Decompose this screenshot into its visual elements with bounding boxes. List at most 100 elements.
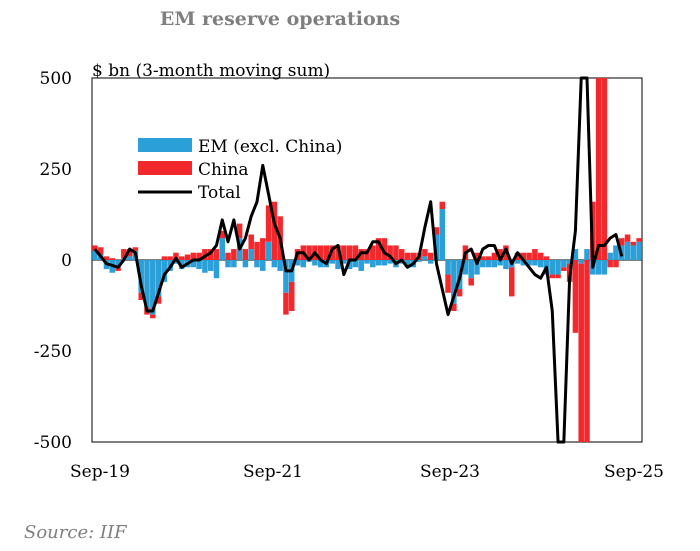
china-bar xyxy=(173,252,179,260)
legend-label: Total xyxy=(198,183,241,203)
em-bar xyxy=(526,260,532,266)
em-bar xyxy=(404,260,411,268)
china-bar xyxy=(346,245,353,260)
china-bar xyxy=(254,241,260,260)
em-bar xyxy=(335,260,341,270)
china-bar xyxy=(364,249,370,260)
em-bar xyxy=(636,241,642,260)
em-bar xyxy=(555,260,561,275)
em-bar xyxy=(422,256,428,260)
china-bar xyxy=(341,245,347,260)
em-bar xyxy=(231,260,237,268)
em-bar xyxy=(370,260,376,268)
em-bar xyxy=(144,260,150,308)
china-bar xyxy=(491,252,498,260)
em-bar xyxy=(352,260,359,268)
em-bar xyxy=(416,260,422,262)
em-bar xyxy=(173,260,179,264)
em-bar xyxy=(271,260,278,268)
em-bar xyxy=(312,260,318,266)
china-bar xyxy=(375,238,382,260)
china-bar xyxy=(439,201,446,210)
china-bar xyxy=(103,256,110,260)
china-bar xyxy=(497,249,503,260)
em-bar xyxy=(115,260,121,268)
china-bar xyxy=(549,274,556,279)
em-bar xyxy=(630,245,637,260)
em-bar xyxy=(514,260,521,264)
china-bar xyxy=(207,249,214,260)
em-bar xyxy=(126,256,133,260)
china-bar xyxy=(445,274,451,293)
china-bar xyxy=(306,245,312,260)
china-bar xyxy=(624,234,631,242)
em-bar xyxy=(485,260,492,268)
x-tick-label: Sep-19 xyxy=(70,462,130,482)
em-bar xyxy=(92,250,98,260)
em-bar xyxy=(207,260,214,271)
em-bar xyxy=(202,260,208,273)
china-bar xyxy=(422,249,428,257)
china-bar xyxy=(451,303,457,311)
em-bar xyxy=(497,260,503,266)
china-bar xyxy=(520,252,527,260)
legend-label: China xyxy=(198,160,248,180)
china-bar xyxy=(196,252,202,260)
em-bar xyxy=(242,260,249,268)
em-bar xyxy=(427,260,434,264)
china-bar xyxy=(456,289,463,297)
china-bar xyxy=(138,292,144,301)
china-bar xyxy=(468,278,474,286)
china-bar xyxy=(317,245,324,260)
china-bar xyxy=(381,238,388,260)
em-bar xyxy=(294,260,301,266)
em-bar xyxy=(445,260,451,275)
china-bar xyxy=(532,249,538,260)
em-bar xyxy=(520,260,527,266)
china-bar xyxy=(236,223,243,239)
em-bar xyxy=(283,260,289,293)
china-bar xyxy=(184,254,191,260)
china-bar xyxy=(607,260,613,268)
china-bar xyxy=(288,281,295,311)
china-bar xyxy=(109,258,116,260)
china-bar xyxy=(231,249,237,260)
china-bar xyxy=(572,260,579,333)
em-bar xyxy=(265,241,272,260)
china-bar xyxy=(219,230,226,239)
em-bar xyxy=(491,260,498,268)
em-bar xyxy=(300,260,307,268)
em-bar xyxy=(537,260,544,268)
china-bar xyxy=(260,238,266,260)
china-bar xyxy=(283,292,289,315)
china-bar xyxy=(115,267,121,271)
em-legend-swatch xyxy=(138,138,192,152)
y-tick-label: -500 xyxy=(34,433,72,453)
em-bar xyxy=(572,249,579,260)
china-bar xyxy=(543,256,550,260)
china-bar xyxy=(213,249,220,260)
china-legend-swatch xyxy=(138,161,192,175)
china-bar xyxy=(92,245,98,251)
china-bar xyxy=(352,245,359,260)
em-bar xyxy=(607,252,613,260)
em-bar xyxy=(150,260,156,315)
em-bar xyxy=(225,260,231,268)
china-bar xyxy=(537,252,544,260)
china-bar xyxy=(271,201,278,260)
em-bar xyxy=(213,260,220,279)
china-bar xyxy=(150,314,156,319)
legend-label: EM (excl. China) xyxy=(198,137,342,157)
axis-layer: 500 250 0 -250 -500 $ bn (3-month moving sum)… xyxy=(34,61,664,482)
source-note: Source: IIF xyxy=(24,522,127,543)
em-bar xyxy=(451,260,457,304)
china-bar xyxy=(161,256,168,260)
china-bar xyxy=(514,252,521,260)
em-bar xyxy=(433,234,440,260)
em-bar xyxy=(277,260,283,271)
y-tick-label: 0 xyxy=(61,251,72,271)
china-bar xyxy=(97,247,104,255)
x-tick-label: Sep-25 xyxy=(604,462,664,482)
china-bar xyxy=(387,245,393,260)
